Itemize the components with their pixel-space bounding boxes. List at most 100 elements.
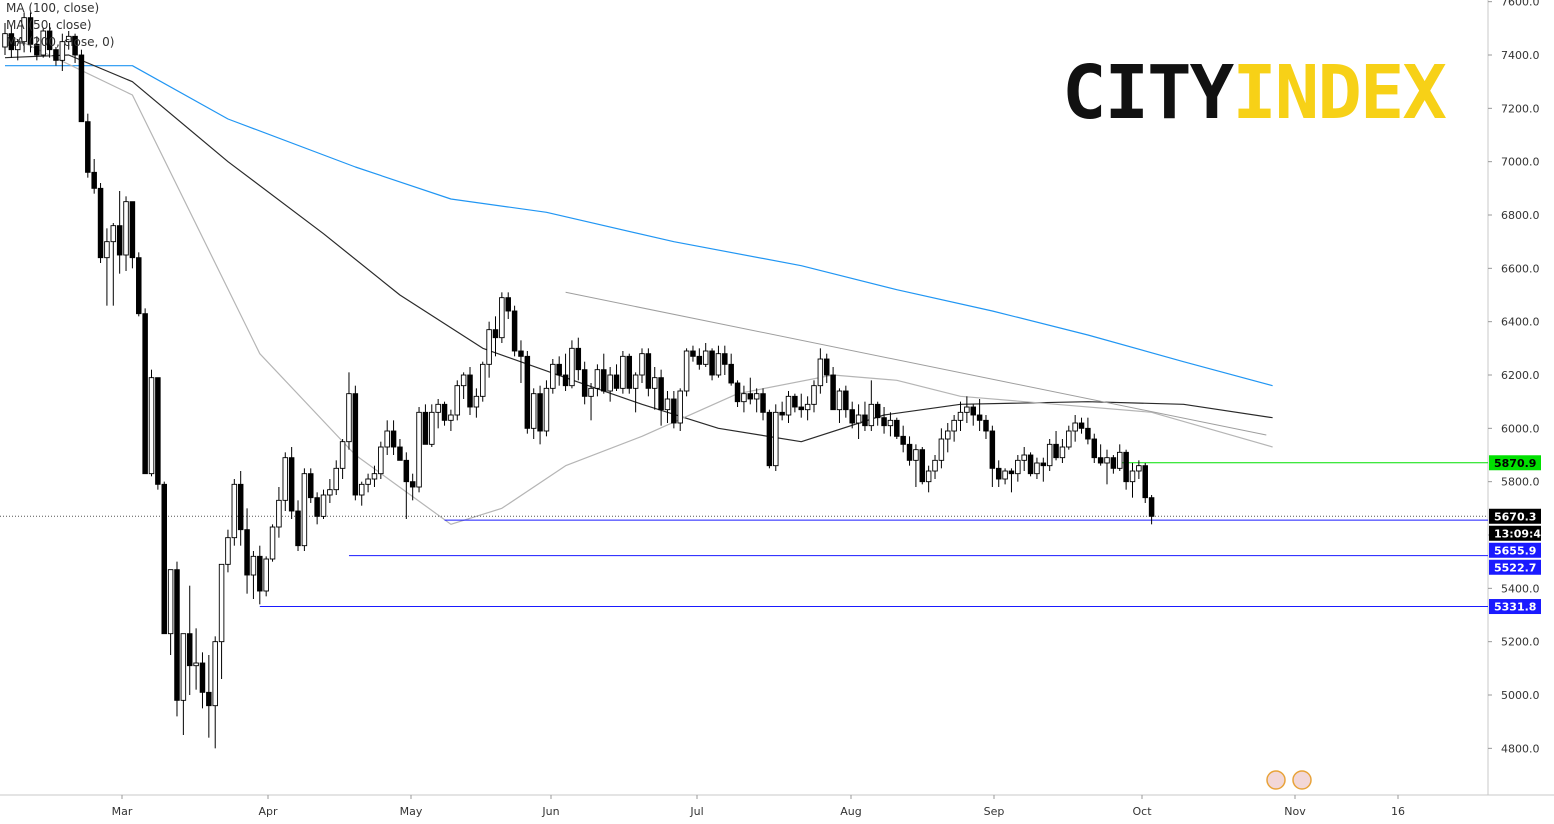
candle-body — [823, 358, 830, 376]
candle-body — [543, 387, 550, 432]
candle-body — [651, 377, 658, 389]
candle-body — [148, 377, 155, 475]
candle-body — [741, 393, 747, 403]
candle-body — [1110, 457, 1117, 469]
indicator-legend: MA (100, close) MA (50, close) MA (200, … — [6, 0, 114, 51]
candle-body — [1116, 451, 1123, 469]
price-label-bg — [1489, 542, 1541, 558]
candle-body — [773, 411, 779, 467]
candle-body — [276, 499, 282, 528]
candle-body — [1002, 470, 1008, 480]
candle-body — [639, 353, 645, 376]
candle-body — [1021, 454, 1027, 461]
candle-body — [429, 411, 435, 445]
y-tick-label: 5400.0 — [1501, 582, 1540, 595]
price-label: 5870.9 — [1494, 457, 1536, 470]
candle-body — [626, 355, 633, 389]
y-tick-label: 7600.0 — [1501, 0, 1540, 9]
candle-body — [518, 350, 524, 357]
candle-body — [995, 467, 1002, 480]
price-label-bg — [1489, 559, 1541, 575]
legend-ma100[interactable]: MA (100, close) — [6, 1, 100, 15]
candle-body — [499, 297, 505, 339]
candle-body — [14, 41, 21, 51]
candle-body — [862, 414, 868, 427]
y-tick-label: 7200.0 — [1501, 102, 1540, 115]
candle-body — [1085, 427, 1091, 440]
candle-body — [1046, 443, 1053, 467]
legend-ma50[interactable]: MA (50, close) — [6, 18, 92, 32]
candle-body — [696, 355, 703, 365]
candle-body — [836, 390, 843, 411]
candle-body — [906, 443, 913, 461]
price-label-bg — [1489, 508, 1541, 524]
candle-body — [85, 121, 91, 173]
candle-body — [581, 369, 588, 397]
candle-body — [505, 297, 511, 312]
price-label: 5331.8 — [1494, 601, 1536, 614]
candle-body — [613, 374, 620, 389]
candle-body — [1097, 457, 1104, 464]
candle-body — [53, 49, 59, 61]
candle-body — [46, 30, 53, 51]
candle-body — [327, 489, 333, 496]
x-tick-label: Oct — [1132, 805, 1152, 818]
candle-body — [607, 374, 613, 392]
candle-body — [91, 171, 97, 189]
candle-body — [1059, 446, 1066, 459]
candle-body — [1148, 497, 1155, 517]
x-tick-label: Apr — [258, 805, 278, 818]
candle-body — [594, 369, 601, 389]
candle-body — [945, 430, 951, 440]
candle-body — [976, 414, 983, 421]
candle-body — [588, 387, 594, 397]
candle-body — [894, 419, 900, 437]
candle-body — [346, 393, 352, 443]
legend-ma200[interactable]: MA (200, close, 0) — [6, 35, 115, 49]
candle-body — [409, 481, 416, 488]
candle-body — [257, 555, 263, 592]
logo-index: INDEX — [1232, 50, 1447, 136]
candle-body — [900, 435, 906, 445]
candle-body — [1136, 465, 1142, 472]
candle-body — [206, 691, 212, 707]
x-tick-label: Jun — [541, 805, 559, 818]
candle-body — [722, 353, 728, 365]
candle-body — [849, 409, 855, 424]
candle-body — [951, 419, 957, 432]
candle-body — [887, 419, 894, 427]
candle-body — [467, 374, 473, 408]
candle-body — [1078, 422, 1085, 429]
candle-body — [136, 257, 142, 315]
candle-body — [811, 385, 817, 405]
candle-body — [40, 30, 46, 56]
candle-body — [1123, 451, 1129, 483]
candle-body — [1091, 438, 1098, 459]
candle-body — [919, 449, 926, 483]
candle-body — [575, 347, 582, 371]
candle-body — [792, 395, 798, 408]
candle-body — [116, 225, 123, 256]
candle-body — [142, 313, 148, 475]
candle-body — [416, 411, 422, 488]
candle-body — [378, 446, 384, 475]
candle-body — [384, 430, 390, 448]
candle-body — [269, 526, 276, 560]
ma50-line — [4, 33, 1273, 525]
candle-body — [174, 569, 180, 701]
y-tick-label: 4800.0 — [1501, 742, 1540, 755]
price-label: 5670.3 — [1494, 510, 1536, 523]
candle-body — [1053, 443, 1059, 459]
candle-body — [970, 406, 976, 416]
candle-body — [511, 310, 518, 352]
city-index-logo: CITYINDEX — [1062, 48, 1447, 138]
candle-body — [333, 467, 339, 491]
candle-body — [473, 395, 480, 408]
candle-body — [664, 398, 671, 411]
candle-body — [212, 641, 218, 707]
candle-body — [913, 449, 919, 461]
candle-body — [460, 374, 467, 387]
candle-body — [569, 347, 575, 387]
